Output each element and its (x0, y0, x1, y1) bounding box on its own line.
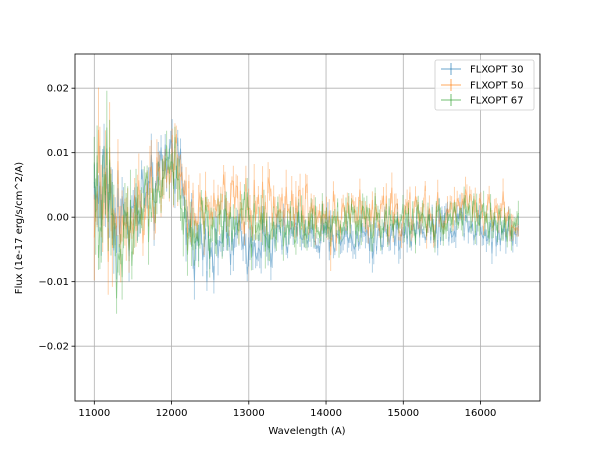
legend-entry-3: FLXOPT 67 (441, 94, 523, 107)
legend-entry-1: FLXOPT 30 (441, 63, 523, 76)
legend-label-3: FLXOPT 67 (470, 96, 523, 107)
series-2 (93, 87, 519, 295)
x-tick-label: 12000 (156, 408, 188, 419)
series-3-line (93, 127, 519, 299)
series-3-errorbars (93, 90, 519, 314)
legend-box (434, 59, 535, 111)
x-tick-label: 15000 (387, 408, 419, 419)
series-1-errorbars (93, 119, 519, 300)
legend-label-2: FLXOPT 50 (470, 81, 523, 92)
y-tick-label: −0.01 (38, 277, 69, 288)
series-1 (93, 119, 519, 300)
y-tick-label: 0.02 (47, 84, 69, 95)
series-2-errorbars (93, 87, 519, 295)
ticks: 11000 12000 13000 14000 15000 16000 −0.02 −0.01… (38, 84, 496, 419)
legend: FLXOPT 30 FLXOPT 50 FLXOPT 67 (434, 59, 535, 111)
plot-frame (74, 53, 541, 402)
y-axis-label: Flux (1e-17 erg/s/cm^2/A) (14, 162, 25, 294)
y-tick-label: −0.02 (38, 342, 69, 353)
series-1-line (93, 137, 519, 282)
plot-area-background (75, 54, 540, 401)
series-3 (93, 90, 519, 314)
x-tick-label: 14000 (310, 408, 342, 419)
legend-label-1: FLXOPT 30 (470, 65, 523, 76)
grid (75, 54, 540, 401)
x-tick-label: 13000 (233, 408, 265, 419)
series-2-line (93, 129, 519, 263)
y-tick-label: 0.00 (47, 213, 69, 224)
x-tick-label: 11000 (78, 408, 110, 419)
series-layer (93, 87, 519, 314)
x-axis-label: Wavelength (A) (268, 426, 345, 437)
y-tick-label: 0.01 (47, 148, 69, 159)
x-tick-label: 16000 (465, 408, 497, 419)
legend-entry-2: FLXOPT 50 (441, 79, 523, 92)
